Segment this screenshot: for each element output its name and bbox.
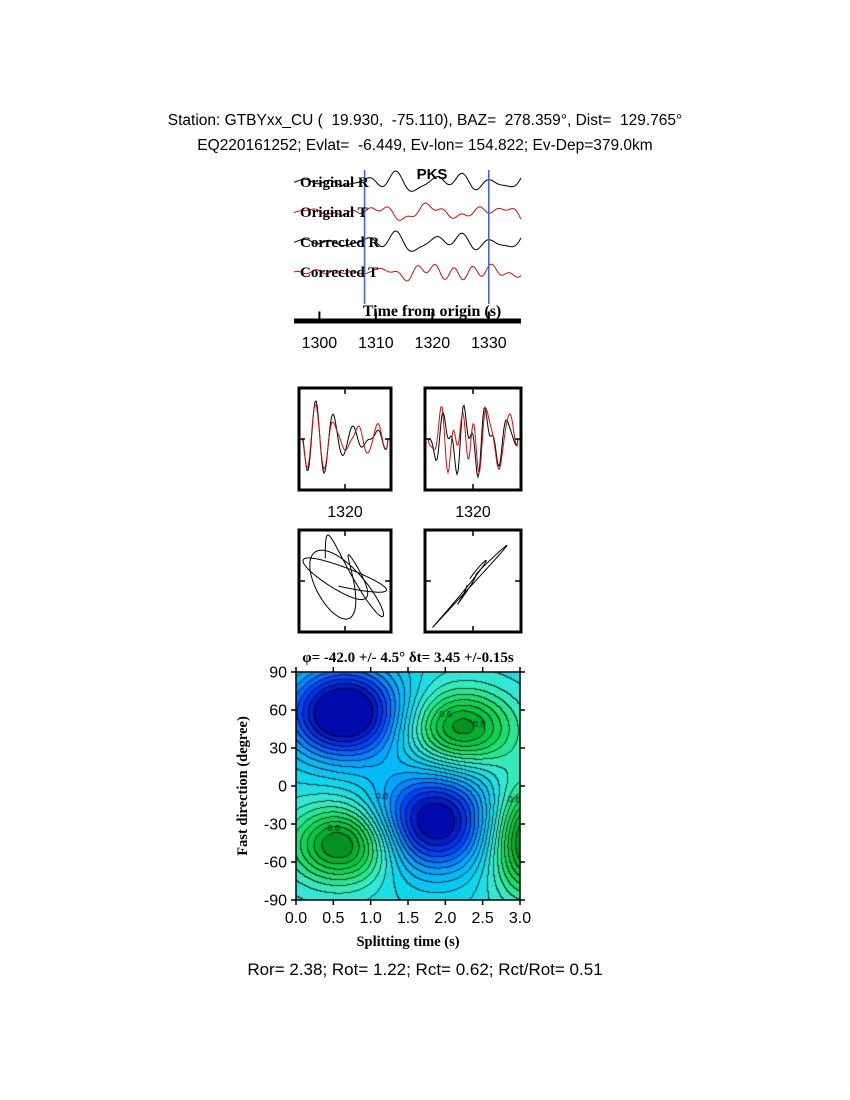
header-line-2: EQ220161252; Evlat= -6.449, Ev-lon= 154.… — [197, 137, 653, 154]
particle-motion-panel — [297, 528, 523, 634]
error-surface-ticks: 0.0 0.5 1.0 1.5 2.0 2.5 3.0 90 60 30 0 -30 -60 -90 — [264, 665, 531, 928]
time-axis-tick-label: 1300 — [302, 335, 338, 352]
x-axis-tick-label: 1.5 — [397, 910, 419, 927]
waveform-trace — [293, 230, 522, 252]
waveform-trace — [293, 263, 522, 282]
error-surface-canvas — [296, 672, 520, 900]
waveform-trace — [293, 170, 522, 192]
trace-label-corrected-t: Corrected T — [300, 265, 378, 281]
trace-label-corrected-r: Corrected R — [300, 235, 379, 251]
windowed-trace-transverse — [427, 406, 519, 475]
time-axis-tick-label: 1330 — [471, 335, 507, 352]
comparison-box-ticks — [299, 388, 521, 490]
x-axis-tick-label: 3.0 — [509, 910, 531, 927]
y-axis-tick-label: 0 — [278, 779, 287, 796]
trace-label-original-t: Original T — [300, 205, 368, 221]
window-comparison-panel: 1320 1320 — [297, 386, 523, 521]
result-title: φ= -42.0 +/- 4.5° δt= 3.45 +/-0.15s — [302, 650, 514, 666]
particle-box-ticks — [299, 530, 521, 632]
x-axis-tick-label: 0.5 — [322, 910, 344, 927]
x-axis-tick-label: 1.0 — [360, 910, 382, 927]
time-axis-tick-label: 1320 — [415, 335, 451, 352]
error-surface-frame — [295, 671, 521, 901]
phase-label: PKS — [417, 166, 448, 183]
y-axis-label: Fast direction (degree) — [235, 716, 251, 856]
pick-window-lines — [363, 170, 490, 304]
y-axis-tick-label: 60 — [269, 703, 287, 720]
waveform-trace — [293, 202, 522, 221]
header-line-1: Station: GTBYxx_CU ( 19.930, -75.110), B… — [167, 112, 683, 129]
windowed-trace-radial — [302, 399, 389, 475]
particle-motion-path — [302, 534, 387, 620]
comparison-right-tick-label: 1320 — [455, 504, 491, 521]
trace-label-original-r: Original R — [300, 175, 369, 191]
x-axis-label: Splitting time (s) — [356, 934, 459, 950]
y-axis-tick-label: -30 — [264, 817, 287, 834]
seismogram-panel: PKS Original R Original T Corrected R Co… — [293, 166, 522, 352]
y-axis-tick-label: 30 — [269, 741, 287, 758]
footer-stats: Ror= 2.38; Rot= 1.22; Rct= 0.62; Rct/Rot… — [247, 960, 603, 979]
comparison-left-tick-label: 1320 — [327, 504, 363, 521]
particle-motion-path — [432, 544, 508, 629]
seismogram-traces — [293, 170, 522, 282]
comparison-box-left — [297, 386, 393, 492]
y-axis-tick-label: 90 — [269, 665, 287, 682]
windowed-trace-radial — [427, 404, 519, 479]
windowed-trace-transverse — [301, 404, 389, 470]
x-axis-tick-label: 2.0 — [434, 910, 456, 927]
error-surface-axes: 0.0 0.5 1.0 1.5 2.0 2.5 3.0 90 60 30 0 -30 -60 -90 φ=… — [235, 650, 531, 950]
x-axis-tick-label: 0.0 — [285, 910, 307, 927]
time-axis-tick-label: 1310 — [358, 335, 394, 352]
particle-motion-paths — [302, 534, 508, 629]
y-axis-tick-label: -60 — [264, 855, 287, 872]
y-axis-tick-label: -90 — [264, 893, 287, 910]
windowed-waveforms — [301, 399, 519, 479]
x-axis-tick-label: 2.5 — [472, 910, 494, 927]
time-axis-ticks: 1300 1310 1320 1330 — [302, 311, 507, 352]
